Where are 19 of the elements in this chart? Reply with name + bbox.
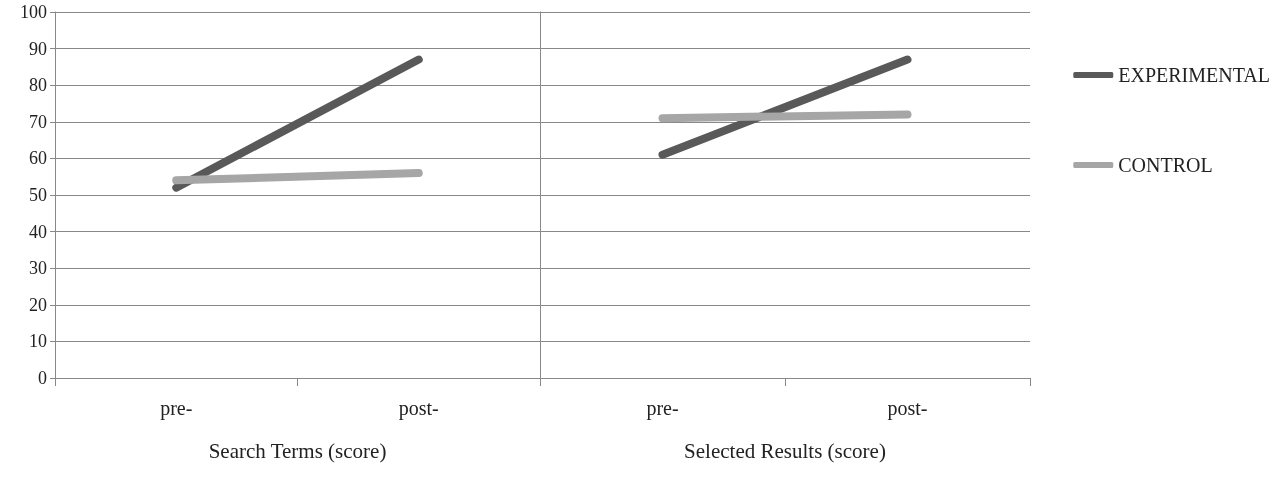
x-axis-title: Search Terms (score) bbox=[208, 438, 387, 463]
y-tick-label: 50 bbox=[29, 185, 47, 205]
y-tick-label: 10 bbox=[29, 331, 47, 352]
legend-label: EXPERIMENTAL bbox=[1118, 64, 1270, 86]
x-axis-title: Selected Results (score) bbox=[684, 438, 886, 463]
x-tick-label: pre- bbox=[160, 397, 193, 420]
y-tick-label: 0 bbox=[38, 368, 47, 388]
x-tick-label: post- bbox=[887, 397, 928, 420]
y-tick-label: 90 bbox=[29, 38, 47, 59]
x-tick-label: post- bbox=[398, 397, 439, 420]
y-tick-label: 80 bbox=[29, 75, 47, 96]
legend-label: CONTROL bbox=[1118, 154, 1213, 176]
y-tick-label: 100 bbox=[20, 2, 47, 22]
y-tick-label: 30 bbox=[29, 258, 47, 279]
y-tick-label: 60 bbox=[29, 148, 47, 169]
y-tick-label: 70 bbox=[29, 111, 47, 132]
x-tick-label: pre- bbox=[646, 397, 679, 420]
y-tick-label: 40 bbox=[29, 221, 47, 242]
y-tick-label: 20 bbox=[29, 294, 47, 315]
